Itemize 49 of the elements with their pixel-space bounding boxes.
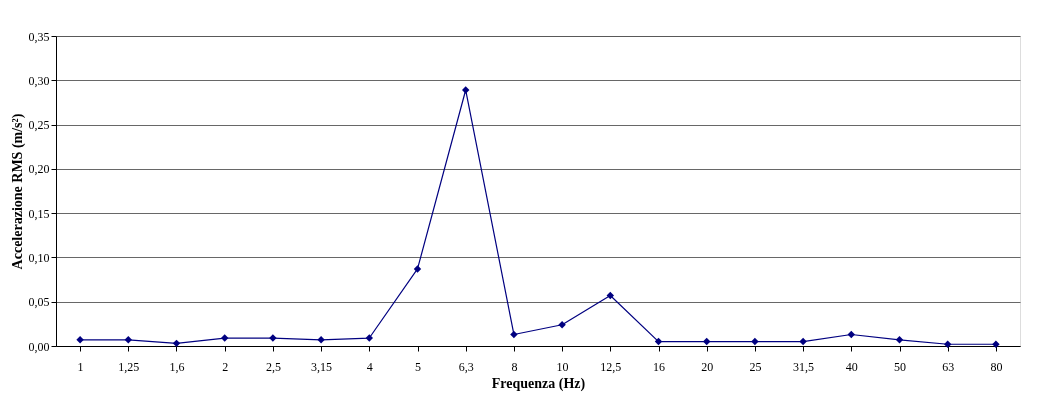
x-tick-label: 2 <box>222 359 229 374</box>
x-tick-label: 20 <box>701 359 714 374</box>
y-tick-label: 0,25 <box>28 118 50 133</box>
point <box>365 334 374 342</box>
y-tick-label: 0,10 <box>28 250 50 265</box>
point <box>654 337 663 346</box>
x-tick-label: 40 <box>845 359 858 374</box>
point <box>220 334 229 342</box>
y-tick-label: 0,05 <box>28 295 50 310</box>
y-tick-label: 0,30 <box>28 73 50 88</box>
point <box>751 337 759 346</box>
x-tick-label: 63 <box>942 359 955 374</box>
point <box>413 265 422 273</box>
x-tick-label: 2,5 <box>265 359 281 374</box>
point <box>992 340 1000 348</box>
x-tick-label: 50 <box>894 359 906 374</box>
point <box>461 86 470 94</box>
x-tick-label: 12,5 <box>600 359 622 374</box>
x-tick-label: 1,25 <box>118 359 140 374</box>
x-tick-label: 3,15 <box>311 359 333 374</box>
x-tick-label: 31,5 <box>793 359 815 374</box>
x-tick-label: 4 <box>366 359 373 374</box>
x-tick-label: 1,6 <box>169 359 185 374</box>
x-tick-label: 1 <box>77 359 84 374</box>
x-axis-title: Frequenza (Hz) <box>491 375 586 392</box>
y-tick-label: 0,00 <box>28 339 50 354</box>
y-tick-label: 0,15 <box>28 206 50 221</box>
point <box>76 336 84 344</box>
x-tick-label: 16 <box>653 359 665 374</box>
point <box>799 337 807 346</box>
point <box>172 339 181 348</box>
y-tick-label: 0,20 <box>28 162 50 177</box>
x-tick-label: 25 <box>749 359 762 374</box>
point <box>606 291 615 300</box>
point <box>847 330 856 339</box>
point <box>895 336 904 344</box>
point <box>702 337 711 346</box>
y-axis-title: Accelerazione RMS (m/s²) <box>9 113 26 270</box>
x-tick-label: 5 <box>415 359 421 374</box>
point <box>943 340 952 348</box>
point <box>317 336 325 344</box>
x-tick-label: 80 <box>990 359 1003 374</box>
point <box>510 330 518 339</box>
point <box>558 321 566 329</box>
x-tick-label: 10 <box>556 359 569 374</box>
y-tick-label: 0,35 <box>28 29 50 44</box>
x-tick-label: 6,3 <box>458 359 474 374</box>
x-tick-label: 8 <box>511 359 518 374</box>
point <box>124 336 133 344</box>
